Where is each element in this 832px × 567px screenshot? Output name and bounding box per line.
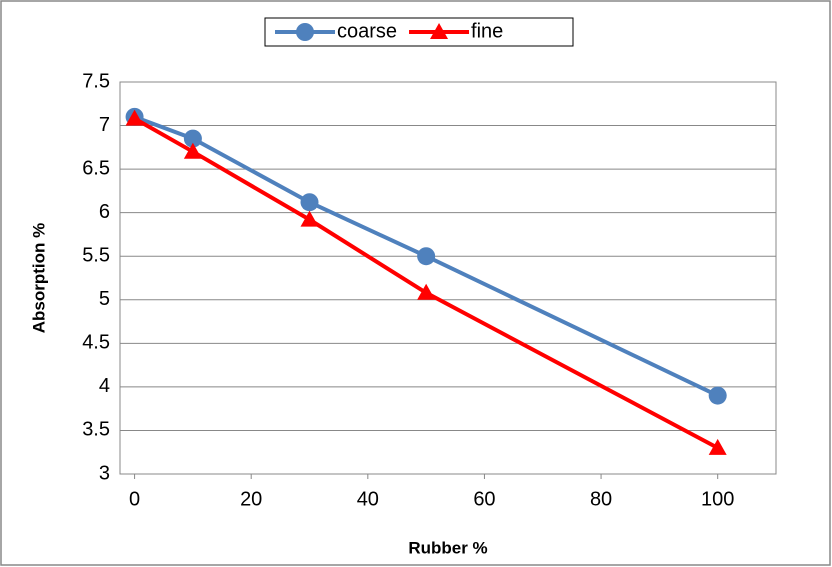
x-tick-label: 80 xyxy=(590,488,612,510)
x-tick-label: 60 xyxy=(473,488,495,510)
marker xyxy=(708,386,727,405)
legend-label: coarse xyxy=(337,20,397,42)
x-tick-label: 20 xyxy=(240,488,262,510)
marker xyxy=(417,247,436,266)
y-tick-label: 6.5 xyxy=(82,157,110,179)
legend-label: fine xyxy=(471,20,503,42)
marker xyxy=(417,283,436,300)
marker xyxy=(300,210,319,227)
y-tick-label: 4 xyxy=(99,375,110,397)
x-tick-label: 0 xyxy=(129,488,140,510)
marker xyxy=(183,129,202,148)
y-tick-label: 7.5 xyxy=(82,70,110,92)
x-tick-label: 100 xyxy=(701,488,734,510)
y-tick-label: 3.5 xyxy=(82,419,110,441)
x-axis-title: Rubber % xyxy=(408,538,487,557)
y-tick-label: 7 xyxy=(99,114,110,136)
y-tick-label: 4.5 xyxy=(82,332,110,354)
plot-area xyxy=(119,81,777,475)
y-tick-label: 5 xyxy=(99,288,110,310)
marker xyxy=(708,438,727,455)
y-tick-label: 5.5 xyxy=(82,245,110,267)
y-axis-title: Absorption % xyxy=(29,223,48,334)
marker xyxy=(430,23,449,39)
marker xyxy=(183,142,202,159)
y-tick-label: 3 xyxy=(99,462,110,484)
marker xyxy=(125,109,144,126)
y-tick-label: 6 xyxy=(99,201,110,223)
x-tick-label: 40 xyxy=(357,488,379,510)
marker xyxy=(300,193,319,212)
marker xyxy=(296,23,314,41)
